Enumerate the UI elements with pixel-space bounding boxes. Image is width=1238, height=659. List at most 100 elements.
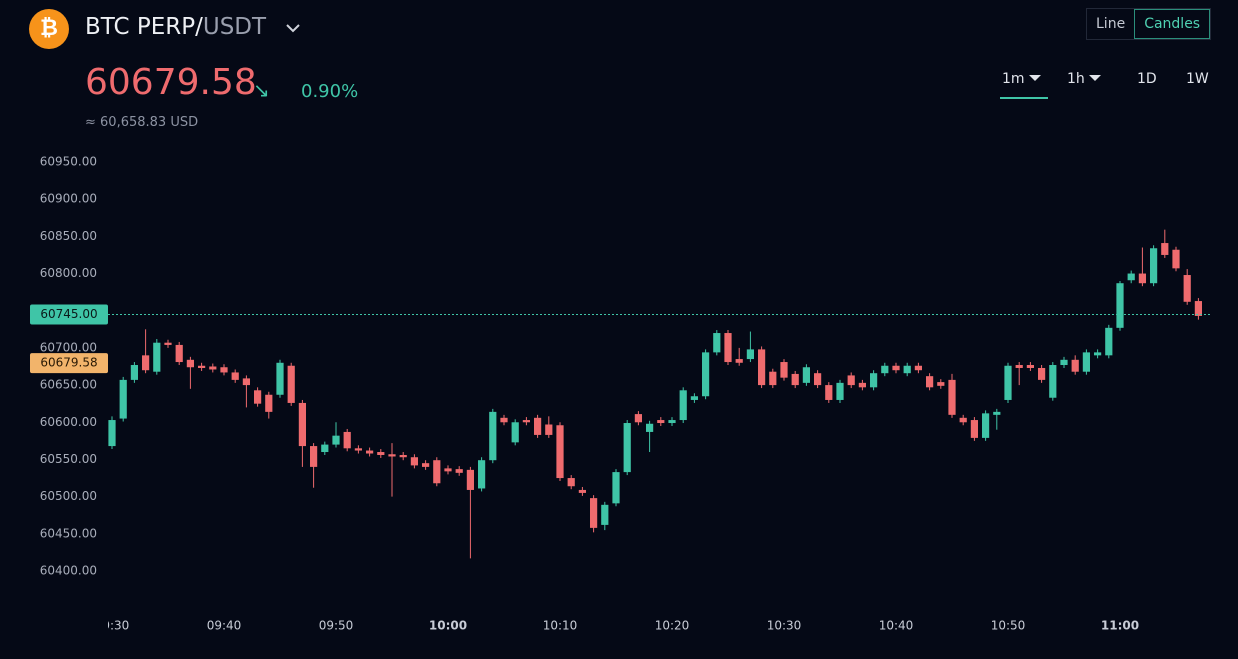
candle-body [298,402,306,447]
mark-price-tag-label: 60679.58 [40,356,97,370]
candle-body [1071,359,1079,372]
candle-body [646,423,654,432]
mode-button[interactable]: Line [1096,16,1126,32]
coin-logo: ₿ [29,9,69,49]
candle-body [354,448,362,451]
candle-body [1161,243,1169,255]
candle-body [142,355,150,371]
candle-body [242,378,250,386]
last-price-tag [30,304,108,325]
x-tick-label: 09:50 [319,619,354,633]
pair-dropdown[interactable] [285,20,301,36]
candle-body [814,373,822,386]
timeframe-button[interactable]: 1h [1067,71,1101,87]
candle-body [724,333,732,363]
candle-body [1194,301,1202,316]
timeframe-button[interactable]: 1m [1002,71,1041,87]
candle-body [679,390,687,421]
timeframe-label: 1W [1186,71,1209,87]
candle-body [276,362,284,395]
candle-body [489,411,497,461]
x-tick-label: 10:00 [429,619,467,633]
candle-body [657,420,665,424]
candle-body [500,417,508,423]
candle-body [982,413,990,438]
candle-body [702,352,710,397]
x-tick-label: 09:40 [207,619,242,633]
candle-body [959,417,967,423]
y-tick-label: 60950.00 [40,154,97,168]
candle-body [1038,367,1046,380]
candle-body [847,375,855,386]
candle-body [1049,365,1057,398]
candle-body [993,411,1001,415]
candle-body [1183,275,1191,302]
candle-body [1150,248,1158,284]
candle-body [377,452,385,455]
candle-body [914,365,922,371]
x-tick-label: 11:00 [1101,619,1139,633]
x-tick-label: 10:20 [655,619,690,633]
candle-body [343,431,351,449]
candle-body [287,365,295,403]
candle-body [892,365,900,371]
candle-body [522,420,530,423]
mode-button[interactable]: Candles [1134,9,1211,39]
timeframe-label: 1m [1002,71,1025,87]
pair-title[interactable]: BTC PERP/USDT [85,14,266,40]
price-change: 0.90% [301,81,359,102]
timeframe-button[interactable]: 1W [1186,71,1209,87]
candle-body [825,385,833,400]
y-tick-label: 60700.00 [40,340,97,354]
candle-body [836,382,844,400]
candle-body [623,423,631,473]
candle-body [310,446,318,467]
candle-body [937,382,945,386]
candle-body [153,342,161,372]
candle-body [433,460,441,484]
candle-body [926,376,934,388]
candle-body [130,365,138,380]
y-tick-label: 60400.00 [40,564,97,578]
candle-body [1116,283,1124,328]
y-tick-label: 60600.00 [40,415,97,429]
last-price-tag-label: 60745.00 [40,307,97,321]
last-price: 60679.58 [85,62,257,103]
candle-body [209,366,217,370]
candle-body [399,454,407,458]
candle-body [690,396,698,400]
candle-body [1060,359,1068,366]
timeframe-underline [1000,97,1048,99]
y-tick-label: 60750.00 [40,303,97,317]
y-tick-label: 60650.00 [40,378,97,392]
candle-body [1094,352,1102,356]
pair-quote: USDT [202,14,267,40]
candle-body [422,463,430,467]
candle-body [612,472,620,504]
candle-body [1026,365,1034,368]
candle-body [1172,249,1180,269]
candle-body [948,379,956,415]
x-tick-label: 10:10 [543,619,578,633]
candle-body [1004,365,1012,400]
candle-body [802,367,810,383]
pair-base: BTC PERP/ [85,14,203,40]
candle-body [634,414,642,423]
candle-body [746,349,754,360]
timeframe-button[interactable]: 1D [1137,71,1157,87]
candle-body [858,382,866,388]
candle-body [601,504,609,525]
candle-body [970,420,978,438]
candle-body [1015,365,1023,368]
candle-body [668,420,676,424]
candle-body [758,349,766,386]
candle-body [410,457,418,466]
candle-body [567,478,575,487]
candle-body [332,435,340,445]
x-tick-label: 10:40 [879,619,914,633]
trend-arrow: ↘ [253,78,270,102]
y-tick-label: 60850.00 [40,229,97,243]
candle-body [254,390,262,404]
x-tick-label: 09:30 [95,619,130,633]
